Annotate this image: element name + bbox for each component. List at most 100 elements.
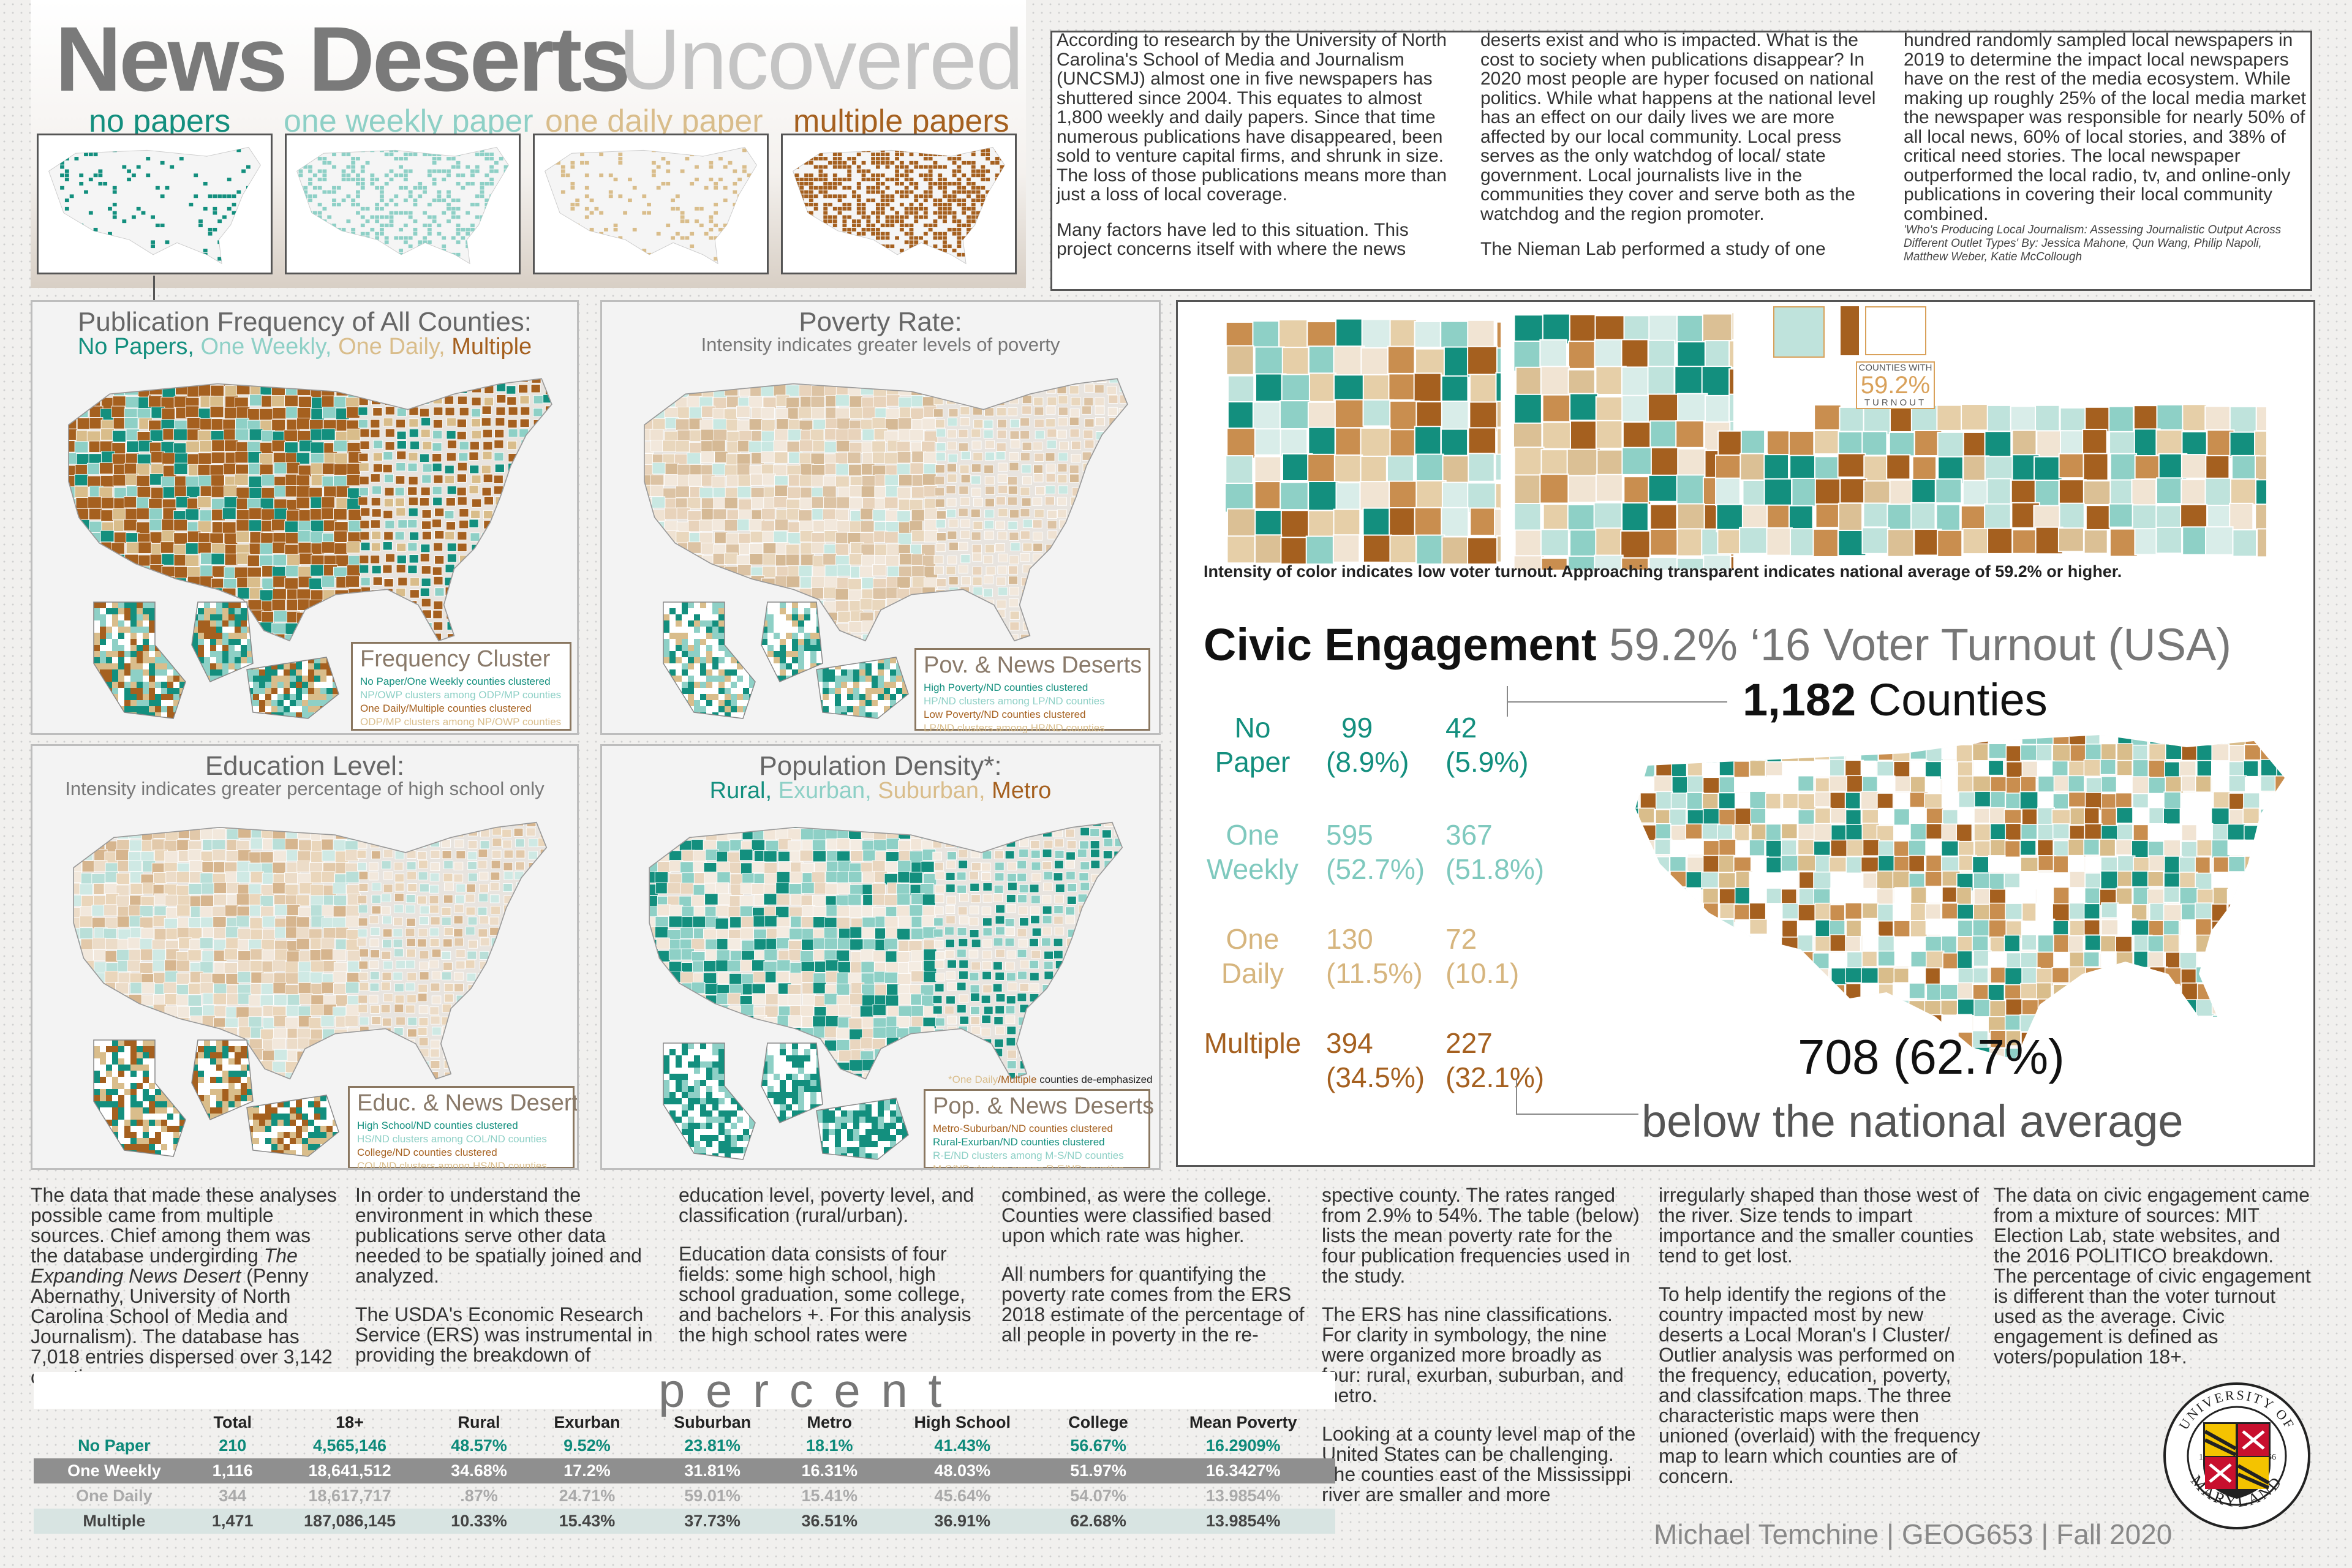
legend-item: High Poverty/ND counties clustered [924, 682, 1088, 693]
table-row: One Weekly 1,116 18,641,512 34.68% 17.2% 31.8… [34, 1458, 1335, 1483]
civic-value: (8.9%) [1326, 746, 1409, 778]
legend-item: Rural-Exurban/ND counties clustered [933, 1136, 1105, 1148]
methods-paragraph: education level, poverty level, and clas… [679, 1184, 974, 1226]
legend-item: High School/ND counties clustered [357, 1120, 518, 1131]
legend-item: ODP/MP clusters among NP/OWP counties [360, 716, 562, 728]
methods-column-7: The data on civic engagement came from a… [1994, 1185, 2312, 1385]
civic-stat-row: One Daily 130 (11.5%) 72 (10.1) [1185, 922, 1583, 995]
table-cell: 34.68% [429, 1458, 529, 1483]
intro-paragraph: The Nieman Lab performed a study of one [1480, 239, 1826, 259]
methods-paragraph: spective county. The rates ranged from 2… [1322, 1184, 1640, 1287]
legend-title: Pop. & News Deserts [933, 1093, 1155, 1119]
civic-caption: Intensity of color indicates low voter t… [1204, 562, 2122, 581]
note-text: counties de-emphasized [1036, 1074, 1153, 1085]
table-row: One Daily 344 18,617,717 .87% 24.71% 59.01% 15… [34, 1483, 1335, 1509]
education-us-map [73, 821, 548, 1080]
frequency-us-map [68, 378, 552, 642]
intro-column-2: deserts exist and who is impacted. What … [1480, 31, 1888, 275]
turnout-sample-county [1773, 306, 1825, 358]
author-credit: Michael Temchine | GEOG653 | Fall 2020 [1654, 1518, 2173, 1550]
intro-paragraph: hundred randomly sampled local newspaper… [1904, 30, 2307, 224]
table-cell: 13.9854% [1151, 1509, 1335, 1534]
civic-category-line: One [1226, 923, 1280, 955]
table-cell: 18,617,717 [308, 1487, 391, 1505]
methods-paragraph: Looking at a county level map of the Uni… [1322, 1423, 1636, 1506]
panel-title: Population Density*: [759, 751, 1002, 781]
table-header-cell: Total [213, 1413, 252, 1431]
turnout-sample-county [1841, 306, 1859, 355]
panel-subtitle: Intensity indicates greater levels of po… [701, 334, 1060, 355]
intro-paragraph: Many factors have led to this situation.… [1057, 219, 1409, 259]
panel-title: Poverty Rate: [799, 307, 962, 337]
legend-title: Educ. & News Deserts [357, 1090, 579, 1116]
page-title: News Deserts [55, 7, 631, 110]
table-cell: 24.71% [559, 1487, 616, 1505]
table-header-cell: Rural [458, 1413, 500, 1431]
panel-subtitle: Rural, Exurban, Suburban, Metro [602, 778, 1159, 804]
mini-map-no-papers [37, 134, 273, 274]
civic-category: One Daily [1185, 922, 1320, 990]
mini-map-multiple [781, 134, 1017, 274]
category-label-one-daily: one daily paper [545, 104, 763, 139]
table-cell: One Weekly [34, 1458, 195, 1483]
counties-number: 1,182 [1743, 674, 1856, 725]
civic-category-line: Weekly [1207, 853, 1298, 885]
legend-item: HS/ND clusters among COL/ND counties [357, 1133, 547, 1145]
table-cell: 16.31% [779, 1458, 880, 1483]
legend-item: College/ND counties clustered [357, 1147, 497, 1158]
turnout-badge: COUNTIES WITH 59.2% TURNOUT [1856, 361, 1935, 409]
table-cell: 23.81% [684, 1436, 741, 1455]
legend-item: R-E/ND clusters among M-S/ND counties [933, 1150, 1124, 1161]
badge-bottom: TURNOUT [1864, 398, 1927, 408]
poverty-cluster-legend: Pov. & News Deserts High Poverty/ND coun… [914, 648, 1150, 733]
methods-paragraph: To help identify the regions of the coun… [1659, 1283, 1980, 1487]
civic-category-line: No [1234, 712, 1271, 744]
panel-subtitle: Intensity indicates greater percentage o… [65, 778, 545, 799]
table-cell: 56.67% [1070, 1436, 1126, 1455]
table-header-band [34, 1372, 1335, 1409]
methods-column-5: spective county. The rates ranged from 2… [1322, 1185, 1643, 1523]
table-cell: 41.43% [934, 1436, 990, 1455]
legend-one-daily: One Daily, [338, 334, 452, 360]
table-row: Multiple 1,471 187,086,145 10.33% 15.43% 37.7… [34, 1509, 1335, 1534]
table-cell: 187,086,145 [270, 1509, 429, 1534]
frequency-map-panel: Publication Frequency of All Counties: N… [31, 300, 579, 735]
table-header-cell: Exurban [554, 1413, 620, 1431]
civic-title-light: 59.2% ‘16 Voter Turnout (USA) [1609, 619, 2232, 670]
civic-stat-row: No Paper 99 (8.9%) 42 (5.9%) [1185, 710, 1583, 784]
civic-value: 42 [1446, 712, 1477, 744]
note-daily: *One Daily [948, 1074, 998, 1085]
intro-paragraph: According to research by the University … [1057, 30, 1447, 205]
civic-value: 72 [1446, 923, 1477, 955]
table-row: No Paper 210 4,565,146 48.57% 9.52% 23.81% 18.… [34, 1433, 1335, 1458]
methods-paragraph: In order to understand the environment i… [355, 1184, 642, 1287]
density-map-panel: Population Density*: Rural, Exurban, Sub… [600, 744, 1161, 1170]
methods-paragraph: combined, as were the college. Counties … [1001, 1184, 1272, 1246]
civic-stat-row: Multiple 394 (34.5%) 227 (32.1%) [1185, 1026, 1583, 1099]
legend-exurban: Exurban, [778, 778, 878, 804]
civic-category-line: Daily [1221, 957, 1284, 989]
civic-category-line: One [1226, 819, 1280, 851]
panel-title: Publication Frequency of All Counties: [77, 307, 532, 337]
methods-column-1: The data that made these analyses possib… [31, 1185, 337, 1406]
education-map-panel: Education Level: Intensity indicates gre… [31, 744, 579, 1170]
table-cell: 9.52% [564, 1436, 611, 1455]
connector-line [1516, 1114, 1638, 1115]
legend-one-weekly: One Weekly, [200, 334, 339, 360]
table-cell: 13.9854% [1205, 1487, 1281, 1505]
below-average-count: 708 (62.7%) [1798, 1030, 2065, 1084]
legend-title: Frequency Cluster [360, 646, 551, 672]
legend-item: One Daily/Multiple counties clustered [360, 703, 532, 714]
table-watermark: p e r c e n t [658, 1363, 946, 1417]
table-cell: .87% [460, 1487, 498, 1505]
table-header-cell: 18+ [336, 1413, 364, 1431]
table-header-cell: Metro [807, 1413, 853, 1431]
texas-turnout-map [1513, 312, 1733, 570]
connector-line [153, 276, 155, 301]
category-label-multiple: multiple papers [793, 104, 1009, 139]
table-cell: 15.41% [801, 1487, 858, 1505]
virginia-kentucky-turnout-map [1715, 380, 2266, 558]
civic-category-line: Paper [1215, 746, 1291, 778]
civic-value: (11.5%) [1326, 957, 1423, 989]
methods-column-4: combined, as were the college. Counties … [1001, 1185, 1314, 1363]
